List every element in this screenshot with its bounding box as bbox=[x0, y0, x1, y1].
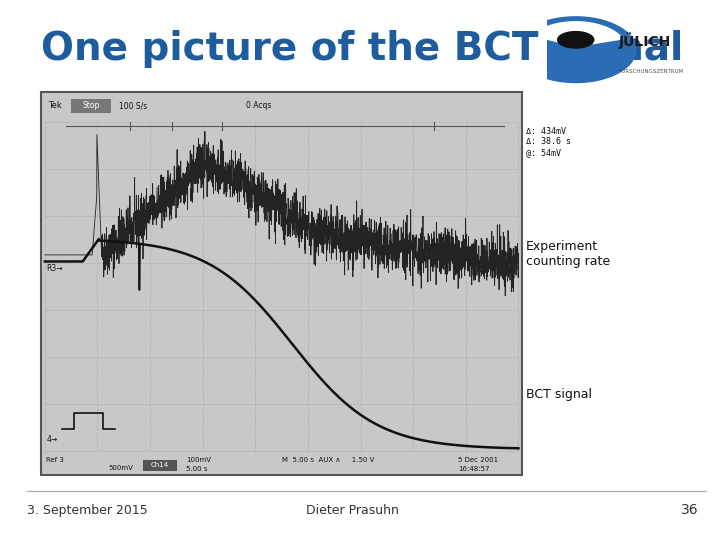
Text: Experiment
counting rate: Experiment counting rate bbox=[526, 240, 610, 268]
Text: 3. September 2015: 3. September 2015 bbox=[27, 504, 148, 517]
Text: 5 Dec 2001: 5 Dec 2001 bbox=[459, 457, 498, 463]
Text: 5.00 s: 5.00 s bbox=[186, 465, 207, 472]
Text: M  5.00 s  AUX ∧     1.50 V: M 5.00 s AUX ∧ 1.50 V bbox=[282, 457, 374, 463]
Polygon shape bbox=[516, 17, 636, 83]
Text: 500mV: 500mV bbox=[109, 464, 133, 471]
Text: 100mV: 100mV bbox=[186, 457, 211, 463]
Text: Stop: Stop bbox=[82, 102, 99, 110]
Text: Ref 3: Ref 3 bbox=[46, 457, 64, 463]
Text: Ch14: Ch14 bbox=[151, 462, 169, 469]
Polygon shape bbox=[558, 32, 594, 48]
Text: Tek: Tek bbox=[48, 101, 62, 110]
Text: Dieter Prasuhn: Dieter Prasuhn bbox=[306, 504, 399, 517]
Text: 0 Acqs: 0 Acqs bbox=[246, 102, 271, 110]
Text: BCT signal: BCT signal bbox=[526, 388, 592, 401]
Text: One picture of the BCT signal: One picture of the BCT signal bbox=[41, 30, 683, 68]
FancyBboxPatch shape bbox=[143, 460, 177, 471]
Text: R3→: R3→ bbox=[46, 264, 63, 273]
Polygon shape bbox=[532, 22, 623, 46]
Text: 16:48:57: 16:48:57 bbox=[459, 465, 490, 472]
Text: 100 S/s: 100 S/s bbox=[119, 102, 148, 110]
Text: FORSCHUNGSZENTRUM: FORSCHUNGSZENTRUM bbox=[618, 69, 684, 74]
Text: Δ: 434mV
Δ: 38.6 s
@: 54mV: Δ: 434mV Δ: 38.6 s @: 54mV bbox=[526, 127, 570, 157]
Text: 4→: 4→ bbox=[46, 435, 58, 444]
Text: JÜLICH: JÜLICH bbox=[618, 32, 671, 50]
FancyBboxPatch shape bbox=[71, 99, 111, 113]
FancyBboxPatch shape bbox=[41, 92, 522, 475]
Text: 36: 36 bbox=[681, 503, 699, 517]
